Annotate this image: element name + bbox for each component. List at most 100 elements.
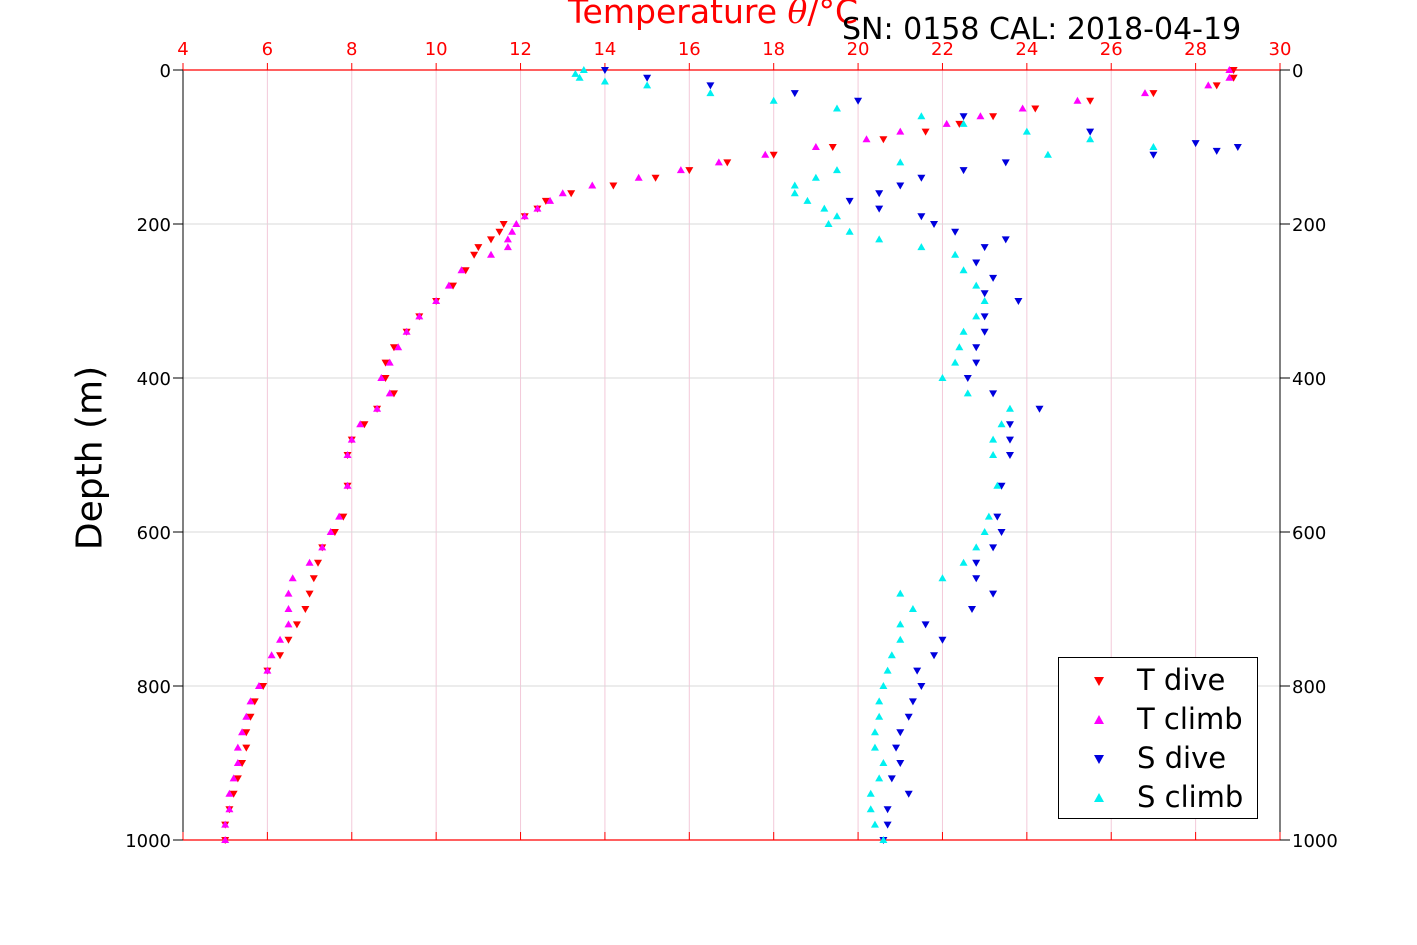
data-point-s-dive	[643, 74, 652, 82]
data-point-s-dive	[930, 221, 939, 228]
data-point-t-dive	[229, 790, 238, 798]
data-point-t-climb	[343, 481, 352, 489]
data-point-t-climb	[714, 158, 723, 166]
data-point-s-climb	[1086, 135, 1095, 143]
data-point-s-climb	[938, 574, 947, 582]
data-point-t-climb	[1204, 81, 1213, 89]
data-point-t-dive	[499, 221, 508, 228]
data-point-s-climb	[959, 327, 968, 335]
data-point-t-dive	[305, 590, 314, 598]
data-series	[221, 66, 1242, 844]
data-point-s-dive	[1005, 436, 1014, 444]
x-tick-label: 28	[1184, 39, 1207, 60]
data-point-t-climb	[229, 774, 238, 782]
data-point-t-dive	[309, 575, 318, 583]
x-tick-label: 10	[425, 39, 448, 60]
data-point-s-dive	[1233, 144, 1242, 151]
x-tick-label: 26	[1100, 39, 1123, 60]
data-point-s-dive	[883, 806, 892, 814]
data-point-t-dive	[1086, 97, 1095, 105]
chart-title-symbol: θ	[787, 0, 808, 31]
y-tick-label-right: 200	[1292, 215, 1326, 236]
data-point-s-dive	[913, 667, 922, 675]
data-point-s-dive	[1035, 405, 1044, 413]
x-tick-label: 4	[177, 39, 188, 60]
data-point-t-climb	[377, 374, 386, 381]
data-point-s-dive	[1005, 452, 1014, 459]
data-point-s-climb	[875, 697, 884, 705]
data-point-s-dive	[989, 590, 998, 598]
data-point-t-climb	[761, 150, 770, 158]
series-s-dive	[600, 67, 1242, 844]
data-point-s-climb	[989, 451, 998, 458]
data-point-t-climb	[221, 820, 230, 828]
data-point-t-climb	[533, 204, 542, 212]
data-point-t-climb	[221, 836, 230, 843]
data-point-s-dive	[875, 205, 884, 213]
data-point-s-dive	[972, 344, 981, 352]
data-point-t-dive	[879, 136, 888, 144]
data-point-t-climb	[385, 389, 394, 397]
data-point-s-dive	[917, 174, 926, 182]
data-point-t-climb	[238, 728, 247, 736]
data-point-s-dive	[887, 775, 896, 783]
data-point-t-dive	[449, 282, 458, 290]
data-point-t-climb	[487, 250, 496, 258]
serial-calibration-label: SN: 0158 CAL: 2018-04-19	[842, 12, 1242, 47]
data-point-s-climb	[1149, 143, 1158, 150]
data-point-s-climb	[820, 204, 829, 212]
data-point-s-climb	[866, 789, 875, 797]
data-point-s-dive	[1149, 151, 1158, 159]
data-point-t-climb	[225, 805, 234, 813]
data-point-s-climb	[875, 235, 884, 243]
data-point-s-climb	[883, 666, 892, 674]
data-point-s-climb	[870, 820, 879, 828]
data-point-t-dive	[381, 375, 390, 382]
data-point-t-dive	[250, 698, 259, 706]
y-tick-label-right: 0	[1292, 61, 1303, 82]
data-point-s-climb	[989, 435, 998, 443]
data-point-t-climb	[284, 605, 293, 612]
data-point-s-dive	[892, 744, 901, 752]
data-point-t-climb	[326, 528, 335, 535]
x-tick-label: 24	[1015, 39, 1038, 60]
legend-marker-t-dive	[1094, 677, 1104, 686]
data-point-s-dive	[904, 713, 913, 721]
legend-item-s-climb: S climb	[1059, 778, 1259, 816]
data-point-s-dive	[1014, 298, 1023, 305]
data-point-s-climb	[951, 358, 960, 366]
data-point-s-dive	[989, 274, 998, 282]
data-point-t-climb	[432, 297, 441, 304]
data-point-t-climb	[267, 651, 276, 659]
data-point-s-dive	[875, 190, 884, 198]
data-point-s-dive	[600, 67, 609, 74]
data-point-s-dive	[845, 197, 854, 205]
data-point-t-climb	[457, 266, 466, 274]
data-point-t-dive	[1031, 105, 1040, 113]
series-s-climb	[571, 66, 1158, 843]
data-point-t-dive	[769, 151, 778, 159]
legend-label-s-dive: S dive	[1137, 741, 1227, 775]
legend-label-t-climb: T climb	[1137, 702, 1243, 736]
data-point-s-dive	[917, 683, 926, 690]
data-point-s-climb	[938, 374, 947, 381]
data-point-t-climb	[233, 743, 242, 751]
data-point-t-dive	[1212, 82, 1221, 90]
data-point-t-climb	[284, 620, 293, 628]
data-point-s-dive	[967, 606, 976, 613]
data-point-t-climb	[242, 712, 251, 720]
data-point-s-dive	[1086, 128, 1095, 136]
data-point-s-climb	[955, 343, 964, 351]
data-point-t-dive	[242, 729, 251, 737]
data-point-t-climb	[305, 558, 314, 566]
data-point-t-climb	[512, 220, 521, 227]
data-point-t-dive	[246, 713, 255, 721]
data-point-t-dive	[567, 190, 576, 198]
data-point-t-climb	[503, 235, 512, 243]
data-point-s-climb	[896, 589, 905, 597]
x-tick-label: 30	[1269, 39, 1292, 60]
x-tick-label: 8	[346, 39, 357, 60]
data-point-s-climb	[832, 212, 841, 220]
data-point-t-dive	[1229, 67, 1238, 74]
